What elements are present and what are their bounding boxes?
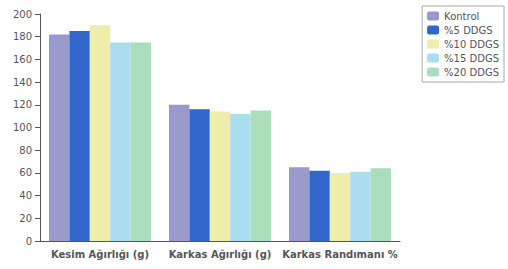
svg-text:100: 100 xyxy=(13,122,32,133)
svg-text:60: 60 xyxy=(19,167,32,178)
svg-text:Karkas Ağırlığı (g): Karkas Ağırlığı (g) xyxy=(169,249,272,260)
svg-text:80: 80 xyxy=(19,145,32,156)
svg-text:%15 DDGS: %15 DDGS xyxy=(444,53,499,64)
svg-text:Kesim Ağırlığı (g): Kesim Ağırlığı (g) xyxy=(51,249,149,260)
svg-text:180: 180 xyxy=(13,31,32,42)
svg-text:0: 0 xyxy=(26,236,32,247)
svg-text:40: 40 xyxy=(19,190,32,201)
svg-text:%10 DDGS: %10 DDGS xyxy=(444,39,499,50)
svg-text:Kontrol: Kontrol xyxy=(444,11,479,22)
svg-text:120: 120 xyxy=(13,99,32,110)
svg-text:%5 DDGS: %5 DDGS xyxy=(444,25,493,36)
svg-text:%20 DDGS: %20 DDGS xyxy=(444,67,499,78)
svg-text:160: 160 xyxy=(13,54,32,65)
svg-text:Karkas Randımanı %: Karkas Randımanı % xyxy=(282,249,398,260)
svg-text:20: 20 xyxy=(19,213,32,224)
svg-text:200: 200 xyxy=(13,9,32,20)
svg-text:140: 140 xyxy=(13,77,32,88)
